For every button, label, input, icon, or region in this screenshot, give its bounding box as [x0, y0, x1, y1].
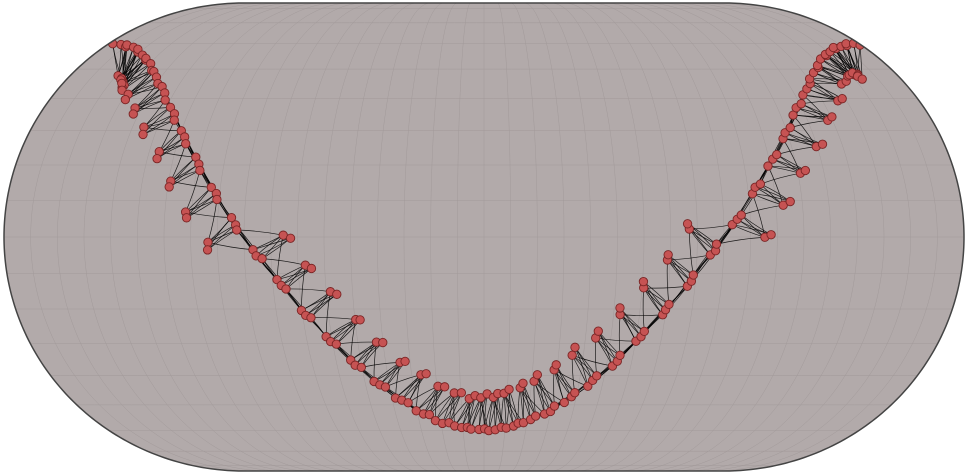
- network-node: [755, 179, 766, 189]
- network-node: [592, 371, 602, 381]
- network-node: [549, 401, 560, 411]
- network-node: [439, 382, 450, 392]
- network-node: [456, 388, 467, 398]
- network-node: [138, 129, 148, 140]
- network-node: [796, 99, 806, 109]
- network-node: [226, 212, 237, 223]
- network-node: [356, 362, 366, 372]
- network-node: [766, 230, 776, 240]
- network-node: [378, 337, 388, 348]
- network-node: [736, 210, 746, 220]
- network-node: [531, 411, 541, 421]
- network-node: [206, 182, 216, 193]
- network-node: [551, 360, 561, 370]
- network-node: [504, 384, 514, 394]
- network-node: [421, 369, 431, 379]
- network-node: [663, 250, 673, 260]
- network-node: [400, 356, 410, 367]
- network-node: [128, 109, 138, 119]
- network-node: [285, 233, 296, 243]
- network-node: [570, 388, 580, 398]
- network-node: [763, 161, 773, 171]
- network-layer: [108, 38, 867, 436]
- network-node: [169, 115, 179, 125]
- network-node: [181, 139, 191, 149]
- network-node: [559, 397, 569, 408]
- network-node: [195, 165, 205, 176]
- network-node: [232, 225, 242, 235]
- network-node: [711, 239, 722, 249]
- network-nodes: [108, 38, 867, 436]
- network-node: [639, 326, 649, 336]
- network-node: [202, 245, 213, 255]
- network-node: [772, 149, 782, 160]
- network-node: [306, 313, 316, 323]
- network-node: [306, 263, 317, 274]
- network-node: [785, 122, 795, 133]
- network-node: [424, 409, 435, 420]
- network-node: [583, 381, 593, 391]
- network-node: [160, 95, 170, 105]
- network-node: [203, 237, 213, 247]
- network-node: [567, 350, 577, 360]
- network-node: [800, 165, 810, 176]
- network-node: [817, 139, 828, 149]
- network-node: [570, 342, 580, 352]
- network-node: [181, 213, 192, 223]
- network-node: [593, 326, 603, 336]
- network-node: [688, 270, 698, 280]
- network-node: [120, 94, 131, 105]
- network-node: [152, 153, 162, 164]
- network-node: [164, 182, 174, 192]
- network-node: [615, 303, 625, 313]
- network-node: [828, 42, 838, 53]
- network-node: [827, 112, 837, 122]
- network-node: [355, 315, 365, 325]
- network-node: [403, 398, 413, 408]
- network-node: [615, 350, 625, 360]
- globe-outline: [3, 2, 965, 472]
- network-node: [380, 382, 391, 392]
- network-node: [785, 196, 795, 207]
- network-node: [332, 289, 342, 299]
- network-node: [532, 370, 542, 380]
- network-node: [281, 284, 291, 294]
- network-node: [682, 219, 693, 229]
- network-node: [257, 254, 267, 264]
- network-node: [518, 378, 528, 388]
- network-node: [212, 194, 222, 205]
- network-node: [857, 74, 867, 84]
- network-node: [331, 339, 341, 349]
- network-node: [837, 94, 847, 104]
- network-node: [638, 276, 649, 287]
- network-node: [466, 424, 476, 434]
- network-node: [664, 299, 674, 309]
